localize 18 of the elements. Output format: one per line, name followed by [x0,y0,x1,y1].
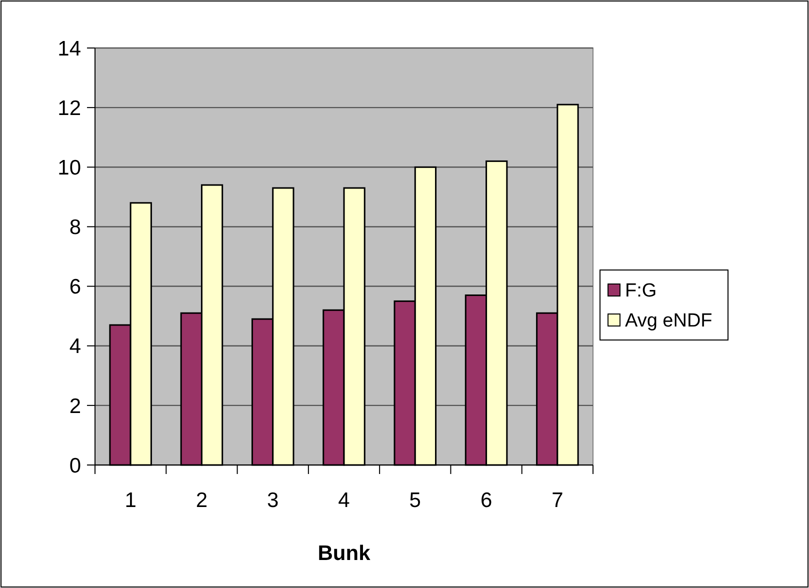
y-tick-label: 6 [69,276,81,299]
x-tick-label: 6 [480,489,492,512]
y-tick-label: 2 [69,394,81,418]
y-tick-label: 4 [69,335,82,358]
x-tick-label: 4 [338,489,350,512]
x-tick-label: 3 [267,489,279,512]
x-tick-label: 5 [409,489,421,512]
y-tick-label: 0 [69,454,81,478]
x-tick-label: 7 [552,489,564,512]
y-tick-label: 12 [58,96,81,120]
x-axis-title: Bunk [318,542,371,565]
legend-label: F:G [625,280,657,302]
y-tick-label: 10 [58,156,81,180]
y-tick-label: 8 [69,216,81,240]
x-tick-label: 2 [196,489,208,512]
x-tick-label: 1 [124,489,136,512]
y-tick-label: 14 [58,37,82,60]
legend-label: Avg eNDF [625,310,712,332]
